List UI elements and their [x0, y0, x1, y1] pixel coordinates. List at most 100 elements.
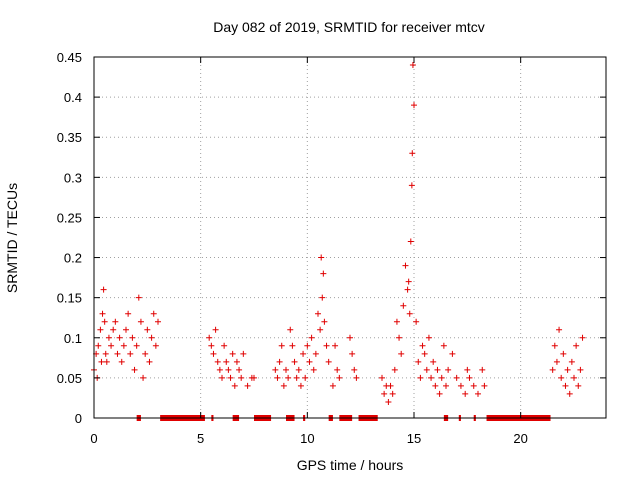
data-point	[276, 358, 283, 365]
x-tick-label: 20	[513, 431, 527, 446]
data-point	[223, 358, 230, 365]
data-point	[148, 334, 155, 341]
x-axis-label: GPS time / hours	[297, 457, 404, 473]
data-point	[100, 286, 107, 293]
y-tick-label: 0.4	[64, 90, 82, 105]
data-point	[291, 358, 298, 365]
data-point	[319, 294, 326, 301]
data-point	[387, 382, 394, 389]
data-point	[391, 366, 398, 373]
data-point	[142, 350, 149, 357]
data-point	[315, 310, 321, 317]
data-point	[118, 358, 125, 365]
data-point	[310, 366, 317, 373]
data-points	[91, 62, 586, 405]
data-point	[579, 334, 586, 341]
data-point	[556, 326, 563, 333]
data-point	[105, 334, 112, 341]
data-point	[443, 382, 449, 389]
data-point	[396, 334, 403, 341]
data-point	[438, 374, 445, 381]
data-point	[571, 374, 577, 381]
data-point	[417, 374, 424, 381]
data-point	[110, 326, 117, 333]
data-point	[329, 382, 336, 389]
data-point	[102, 350, 109, 357]
data-point	[409, 150, 416, 157]
data-point	[558, 374, 565, 381]
data-point	[114, 350, 121, 357]
data-point	[385, 398, 392, 405]
data-point	[464, 366, 471, 373]
data-point	[101, 318, 108, 325]
data-point	[308, 334, 315, 341]
y-tick-label: 0.45	[57, 50, 82, 65]
x-tick-label: 5	[197, 431, 204, 446]
data-point	[236, 366, 243, 373]
data-point	[144, 326, 151, 333]
data-point	[212, 326, 219, 333]
data-point	[318, 254, 325, 261]
data-point	[389, 390, 396, 397]
data-point	[425, 334, 432, 341]
data-point	[432, 382, 439, 389]
data-point	[560, 350, 567, 357]
data-point	[481, 382, 488, 389]
data-point	[103, 358, 110, 365]
data-point	[233, 358, 240, 365]
data-point	[428, 374, 435, 381]
y-tick-label: 0.05	[57, 371, 82, 386]
data-point	[140, 374, 147, 381]
data-point	[287, 326, 294, 333]
data-point	[131, 366, 138, 373]
data-point	[210, 350, 217, 357]
data-point	[351, 366, 358, 373]
data-point	[408, 182, 415, 189]
data-point	[436, 390, 443, 397]
data-point	[112, 318, 119, 325]
data-point	[347, 334, 353, 341]
data-point	[227, 374, 234, 381]
y-tick-label: 0.35	[57, 130, 82, 145]
data-point	[562, 382, 569, 389]
data-point	[208, 342, 215, 349]
data-point	[409, 62, 416, 69]
data-point	[300, 350, 307, 357]
data-point	[120, 342, 127, 349]
data-point	[272, 366, 279, 373]
y-axis-label: SRMTID / TECUs	[4, 183, 20, 293]
data-point	[321, 318, 328, 325]
data-point	[449, 350, 456, 357]
data-point	[462, 390, 469, 397]
data-point	[423, 366, 430, 373]
data-point	[251, 374, 257, 381]
data-point	[434, 366, 441, 373]
data-point	[306, 358, 313, 365]
data-point	[323, 342, 330, 349]
y-tick-label: 0.3	[64, 170, 82, 185]
data-point	[231, 382, 238, 389]
data-point	[577, 366, 584, 373]
data-point	[568, 358, 575, 365]
data-point	[445, 366, 452, 373]
data-point	[240, 350, 247, 357]
data-point	[152, 342, 159, 349]
data-point	[573, 342, 580, 349]
data-point	[317, 326, 324, 333]
data-point	[137, 318, 144, 325]
data-point	[127, 350, 134, 357]
data-point	[566, 390, 573, 397]
data-point	[457, 382, 464, 389]
data-point	[108, 342, 115, 349]
data-point	[564, 366, 571, 373]
data-point	[98, 358, 105, 365]
data-point	[129, 334, 136, 341]
data-point	[398, 350, 405, 357]
data-point	[553, 358, 560, 365]
data-point	[440, 342, 447, 349]
data-point	[293, 374, 300, 381]
data-point	[325, 358, 332, 365]
data-point	[419, 342, 426, 349]
data-point	[283, 366, 289, 373]
